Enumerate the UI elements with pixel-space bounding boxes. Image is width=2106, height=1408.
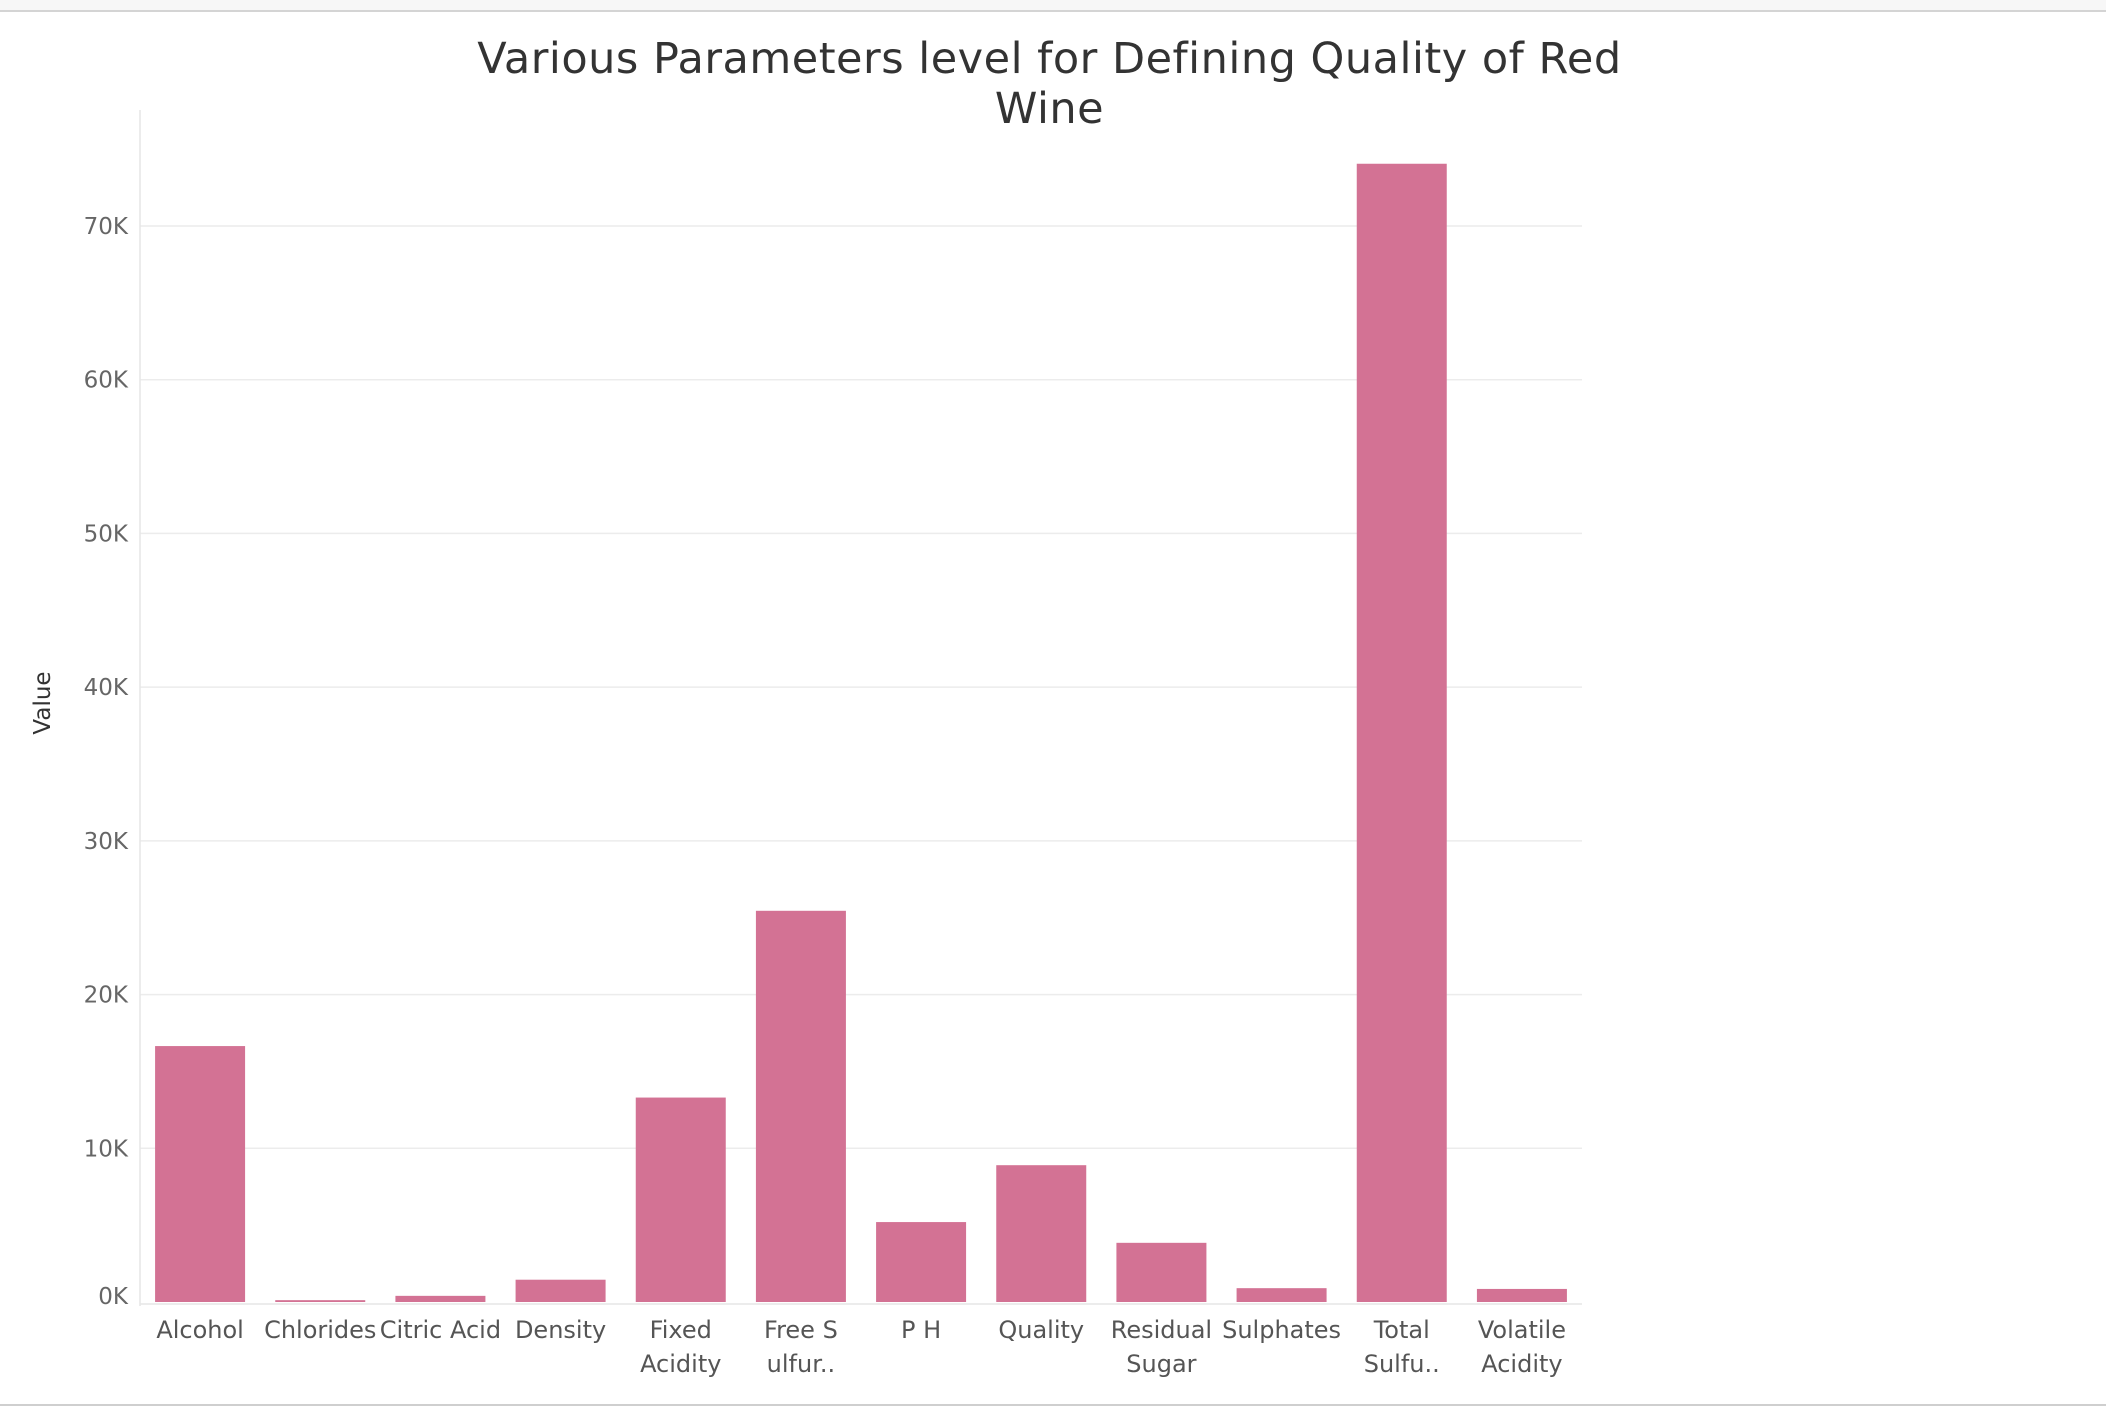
- bar: [996, 1165, 1087, 1302]
- y-tick-label: 20K: [84, 983, 129, 1009]
- bar: [635, 1097, 726, 1302]
- window-top-border: [0, 0, 2106, 12]
- y-tick-label: 60K: [84, 368, 129, 394]
- bar: [395, 1295, 486, 1302]
- x-tick-label: P H: [901, 1316, 941, 1344]
- x-tick-label: Quality: [998, 1316, 1084, 1344]
- bar: [515, 1279, 606, 1302]
- x-tick-label: Total Sulfu..: [1364, 1316, 1440, 1378]
- x-tick-label: Volatile Acidity: [1478, 1316, 1566, 1378]
- bar: [755, 910, 846, 1302]
- y-tick-label: 40K: [84, 675, 129, 701]
- x-tick-label: Chlorides: [264, 1316, 376, 1344]
- x-tick-label: Alcohol: [156, 1316, 244, 1344]
- y-tick-label: 70K: [84, 214, 129, 240]
- bar: [876, 1222, 967, 1302]
- y-tick-label: 10K: [84, 1136, 129, 1162]
- bar: [275, 1300, 366, 1302]
- x-tick-label: Fixed Acidity: [640, 1316, 721, 1378]
- y-tick-label: 50K: [84, 521, 129, 547]
- chart-title: Various Parameters level for Defining Qu…: [477, 34, 1622, 134]
- bar: [155, 1046, 246, 1302]
- x-tick-label: Sulphates: [1222, 1316, 1341, 1344]
- bar: [1116, 1242, 1207, 1302]
- x-tick-label: Density: [515, 1316, 606, 1344]
- y-tick-label: 0K: [98, 1284, 129, 1310]
- bar: [1356, 163, 1447, 1302]
- bar: [1236, 1288, 1327, 1302]
- y-tick-label: 30K: [84, 829, 129, 855]
- bar: [1476, 1288, 1567, 1302]
- x-tick-label: Residual Sugar: [1111, 1316, 1212, 1378]
- window-bottom-border: [0, 1404, 2106, 1406]
- x-tick-label: Citric Acid: [380, 1316, 501, 1344]
